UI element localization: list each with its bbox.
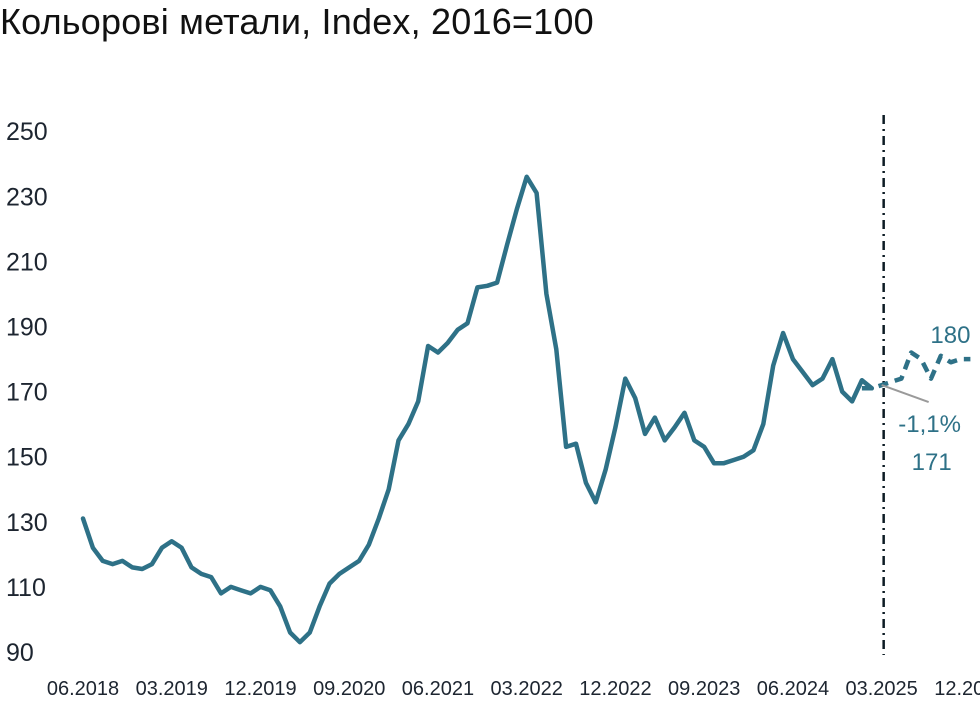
series-line-forecast <box>861 350 971 391</box>
y-tick-label: 90 <box>6 639 34 667</box>
x-tick-label: 12.2022 <box>579 678 651 700</box>
y-tick-label: 130 <box>6 509 48 537</box>
x-tick-label: 09.2020 <box>313 678 385 700</box>
chart-title: Кольорові метали, Index, 2016=100 <box>0 1 594 42</box>
annotation-start-value: 171 <box>912 449 952 476</box>
annotations: 180 -1,1% 171 <box>898 322 970 476</box>
x-tick-label: 06.2024 <box>757 678 829 700</box>
annotation-leader-line <box>881 384 930 404</box>
x-tick-label: 12.2025 <box>934 678 980 700</box>
y-tick-label: 110 <box>6 574 46 602</box>
y-tick-label: 230 <box>6 183 48 211</box>
y-tick-label: 190 <box>6 314 48 342</box>
annotation-end-value: 180 <box>930 322 970 349</box>
annotation-change: -1,1% <box>898 411 961 438</box>
x-tick-label: 03.2019 <box>136 678 208 700</box>
y-tick-label: 250 <box>6 118 48 146</box>
y-tick-label: 150 <box>6 444 48 472</box>
x-axis-ticks: 06.2018 03.2019 12.2019 09.2020 06.2021 03.20… <box>47 678 980 700</box>
y-tick-label: 210 <box>6 248 48 276</box>
y-axis-ticks: 90 110 130 150 170 190 210 230 250 <box>6 118 48 667</box>
series-line-actual <box>80 174 875 645</box>
x-tick-label: 06.2018 <box>47 678 119 700</box>
x-tick-label: 06.2021 <box>402 678 474 700</box>
x-tick-label: 09.2023 <box>668 678 740 700</box>
x-tick-label: 03.2022 <box>491 678 563 700</box>
x-tick-label: 12.2019 <box>224 678 296 700</box>
x-tick-label: 03.2025 <box>846 678 918 700</box>
y-tick-label: 170 <box>6 379 48 407</box>
